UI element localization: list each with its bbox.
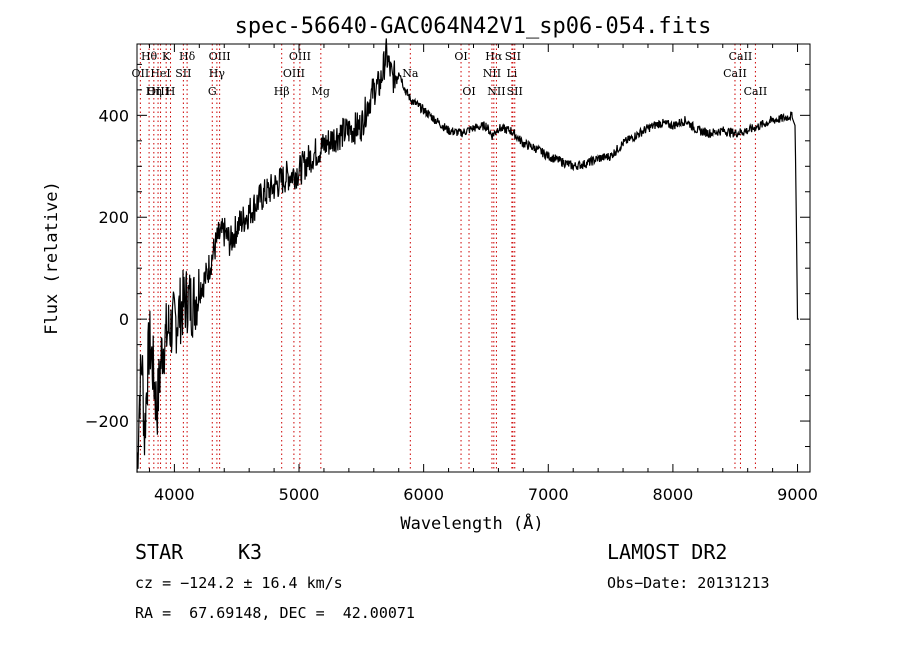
line-marker-label: Hβ (274, 85, 290, 98)
y-tick-label: 400 (98, 106, 129, 125)
x-tick-label: 9000 (777, 485, 818, 504)
line-marker-label: CaII (729, 50, 753, 63)
x-tick-label: 5000 (279, 485, 320, 504)
y-axis-label: Flux (relative) (42, 181, 62, 335)
spectrum-line (136, 38, 799, 473)
line-marker-label: OIII (289, 50, 311, 63)
line-marker-label: SII (507, 85, 523, 98)
line-marker-label: Li (506, 67, 517, 80)
line-marker-label: SII (505, 50, 521, 63)
line-marker-label: Hα (485, 50, 503, 63)
line-marker-label: NII (483, 67, 501, 80)
x-tick-label: 8000 (653, 485, 694, 504)
line-marker-label: Hη (146, 85, 162, 98)
x-tick-label: 6000 (403, 485, 444, 504)
line-marker-label: G (208, 85, 217, 98)
x-tick-label: 7000 (528, 485, 569, 504)
object-subclass: K3 (238, 540, 263, 564)
plot-frame (136, 43, 811, 473)
line-marker-label: OI (462, 85, 475, 98)
line-marker-label: OIII (147, 85, 169, 98)
survey-name: LAMOST DR2 (607, 540, 728, 564)
y-tick-label: 200 (98, 208, 129, 227)
sky-coordinates: RA = 67.69148, DEC = 42.00071 (135, 604, 415, 622)
object-class: STAR (135, 540, 184, 564)
line-marker-label: NII (487, 85, 505, 98)
line-marker-label: CaII (744, 85, 768, 98)
line-marker-label: OII (132, 67, 150, 80)
axis-ticks: 4000 5000 6000 7000 8000 9000 −200 0 200 400 (85, 44, 818, 504)
line-marker-label: OI (454, 50, 467, 63)
line-marker-label: CaII (723, 67, 747, 80)
line-marker-label: Hδ (179, 50, 196, 63)
line-marker-label: HeI (150, 67, 170, 80)
y-tick-label: 0 (119, 310, 129, 329)
radial-velocity: cz = −124.2 ± 16.4 km/s (135, 574, 343, 592)
line-marker-label: Hθ (141, 50, 158, 63)
line-marker-label: SII (175, 67, 191, 80)
observation-date: Obs−Date: 20131213 (607, 574, 770, 592)
line-marker-label: Mg (312, 85, 330, 98)
x-tick-label: 4000 (154, 485, 195, 504)
line-marker-label: Hγ (209, 67, 226, 80)
x-axis-label: Wavelength (Å) (400, 512, 543, 534)
y-tick-label: −200 (85, 412, 129, 431)
line-marker-label: Na (402, 67, 419, 80)
chart-title: spec-56640-GAC064N42V1_sp06-054.fits (235, 14, 712, 39)
line-marker-label: K (162, 50, 171, 63)
line-marker-label: H (166, 85, 176, 98)
line-marker-label: OIII (283, 67, 305, 80)
line-marker-label: OIII (209, 50, 231, 63)
